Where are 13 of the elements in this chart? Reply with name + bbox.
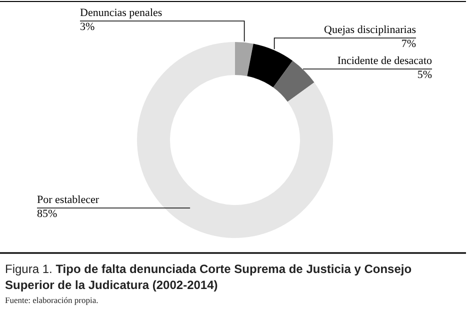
data-label: 5% [417,69,432,81]
slice-label: Quejas disciplinarias [324,24,416,36]
donut-slice [137,42,333,238]
donut-slice [273,60,314,102]
data-label: 85% [37,208,58,220]
donut-slice [235,42,254,76]
text: Figura 1. Tipo de falta denunciada Corte Suprema de Justicia y Consejo Superior de la Judicatura (2002-2014) [5,262,412,292]
slice-label: Incidente de desacato [337,55,432,67]
slice-label: Denuncias penales [80,7,162,19]
source-note: Fuente: elaboración propia. [5,295,98,305]
data-label: 7% [401,38,416,50]
slice-label: Por establecer [37,194,100,206]
data-label: 3% [80,21,95,33]
